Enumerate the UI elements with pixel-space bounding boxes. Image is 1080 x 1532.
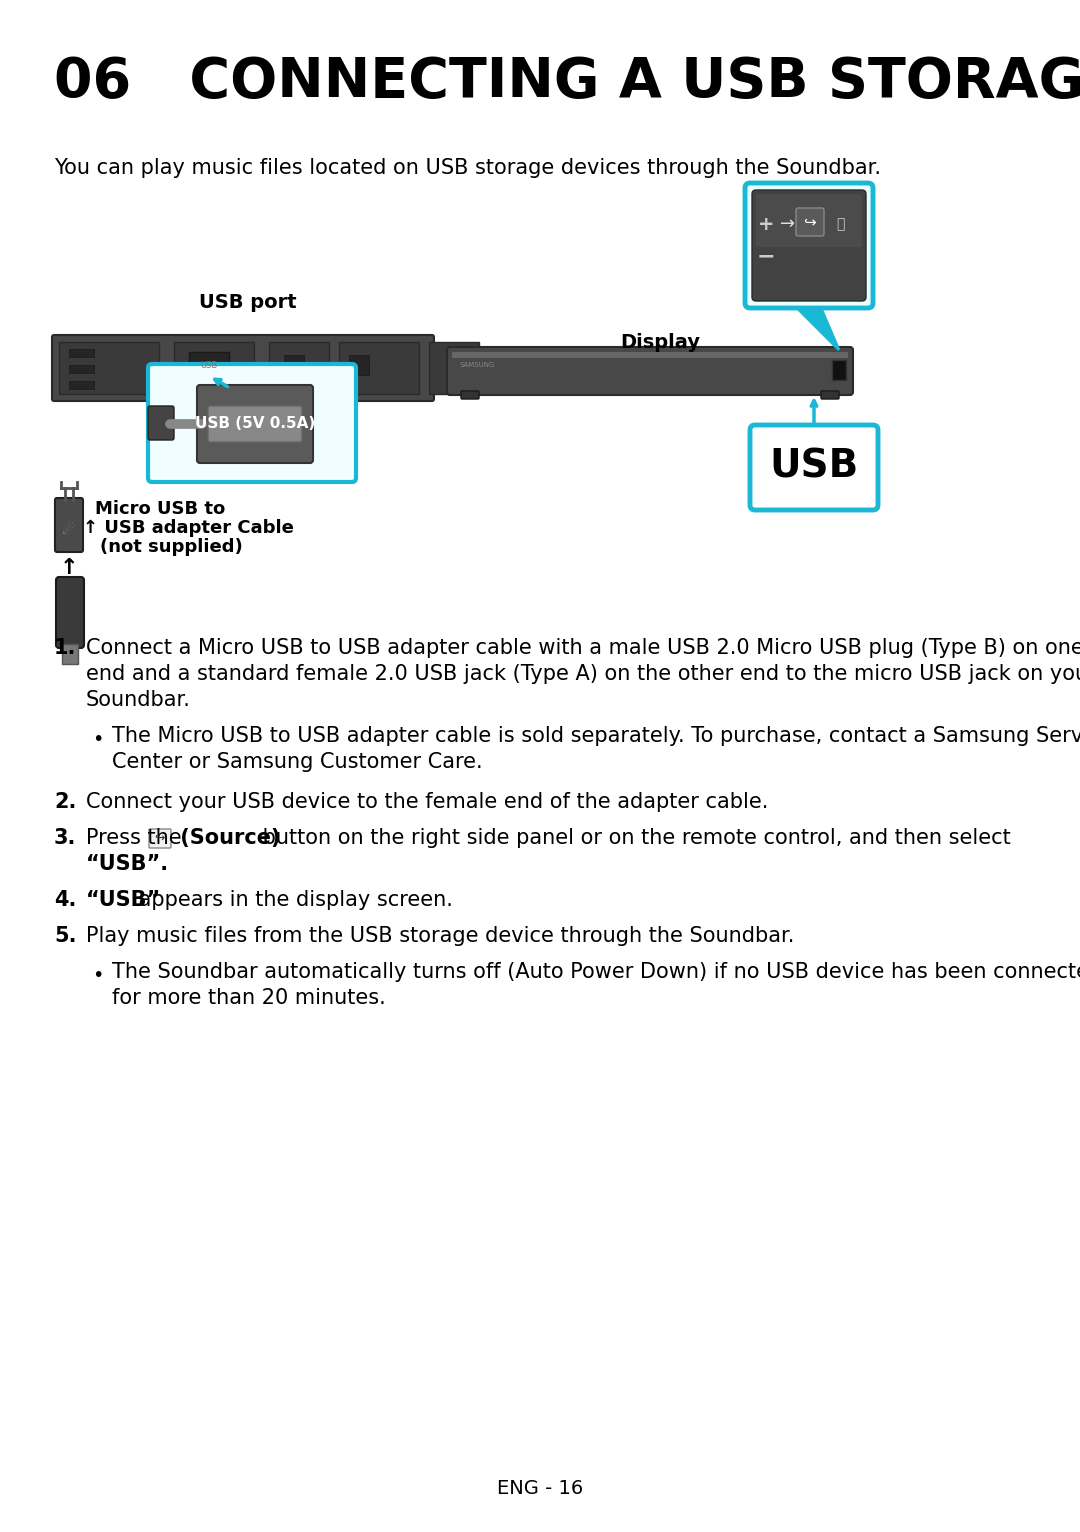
FancyBboxPatch shape (69, 381, 94, 389)
FancyBboxPatch shape (55, 498, 83, 552)
Text: USB (5V 0.5A): USB (5V 0.5A) (194, 417, 315, 432)
FancyBboxPatch shape (189, 352, 229, 378)
FancyBboxPatch shape (756, 195, 862, 247)
Text: 4.: 4. (54, 890, 77, 910)
FancyBboxPatch shape (269, 342, 329, 394)
Text: Play music files from the USB storage device through the Soundbar.: Play music files from the USB storage de… (86, 925, 795, 945)
Text: 06   CONNECTING A USB STORAGE DEVICE: 06 CONNECTING A USB STORAGE DEVICE (54, 55, 1080, 109)
FancyBboxPatch shape (461, 391, 480, 398)
Text: (not supplied): (not supplied) (100, 538, 243, 556)
Text: USB: USB (201, 360, 218, 369)
FancyBboxPatch shape (821, 391, 839, 398)
Text: ↑ USB adapter Cable: ↑ USB adapter Cable (83, 519, 294, 538)
Text: Connect your USB device to the female end of the adapter cable.: Connect your USB device to the female en… (86, 792, 768, 812)
FancyBboxPatch shape (56, 578, 84, 648)
FancyBboxPatch shape (59, 342, 159, 394)
Text: •: • (92, 731, 104, 749)
FancyBboxPatch shape (148, 406, 174, 440)
Text: 1.: 1. (54, 637, 77, 659)
FancyBboxPatch shape (752, 190, 866, 300)
FancyBboxPatch shape (832, 360, 846, 380)
FancyBboxPatch shape (174, 342, 254, 394)
FancyBboxPatch shape (52, 336, 434, 401)
Text: USB port: USB port (199, 293, 297, 313)
Text: ↪: ↪ (804, 214, 816, 230)
Text: Center or Samsung Customer Care.: Center or Samsung Customer Care. (112, 752, 483, 772)
Text: •: • (92, 967, 104, 985)
Text: Display: Display (620, 332, 700, 352)
Text: The Micro USB to USB adapter cable is sold separately. To purchase, contact a Sa: The Micro USB to USB adapter cable is so… (112, 726, 1080, 746)
FancyBboxPatch shape (284, 355, 303, 375)
FancyBboxPatch shape (339, 342, 419, 394)
FancyBboxPatch shape (62, 643, 78, 663)
Text: 5.: 5. (54, 925, 77, 945)
FancyBboxPatch shape (429, 342, 480, 394)
Text: end and a standard female 2.0 USB jack (Type A) on the other end to the micro US: end and a standard female 2.0 USB jack (… (86, 663, 1080, 683)
Text: ↪: ↪ (154, 832, 165, 844)
Text: ↑: ↑ (59, 558, 79, 578)
Text: The Soundbar automatically turns off (Auto Power Down) if no USB device has been: The Soundbar automatically turns off (Au… (112, 962, 1080, 982)
FancyBboxPatch shape (197, 385, 313, 463)
Polygon shape (797, 308, 839, 349)
Text: SAMSUNG: SAMSUNG (460, 362, 496, 368)
Text: 2.: 2. (54, 792, 77, 812)
Text: →: → (781, 214, 796, 233)
Text: You can play music files located on USB storage devices through the Soundbar.: You can play music files located on USB … (54, 158, 881, 178)
FancyBboxPatch shape (447, 348, 853, 395)
Text: “USB”: “USB” (86, 890, 161, 910)
FancyBboxPatch shape (349, 355, 369, 375)
Text: (Source): (Source) (173, 827, 281, 849)
Text: for more than 20 minutes.: for more than 20 minutes. (112, 988, 386, 1008)
FancyBboxPatch shape (69, 349, 94, 357)
Text: Micro USB to: Micro USB to (95, 499, 226, 518)
FancyBboxPatch shape (796, 208, 824, 236)
Text: ENG - 16: ENG - 16 (497, 1478, 583, 1498)
Text: Soundbar.: Soundbar. (86, 689, 191, 709)
Text: Press the: Press the (86, 827, 188, 849)
Text: ⏻: ⏻ (836, 218, 845, 231)
Text: Connect a Micro USB to USB adapter cable with a male USB 2.0 Micro USB plug (Typ: Connect a Micro USB to USB adapter cable… (86, 637, 1080, 659)
FancyBboxPatch shape (69, 365, 94, 372)
Text: +: + (758, 214, 774, 233)
Text: USB: USB (769, 447, 859, 486)
FancyBboxPatch shape (149, 829, 171, 849)
Text: button on the right side panel or on the remote control, and then select: button on the right side panel or on the… (256, 827, 1011, 849)
FancyBboxPatch shape (208, 406, 302, 443)
Text: 3.: 3. (54, 827, 77, 849)
FancyBboxPatch shape (453, 352, 848, 358)
FancyBboxPatch shape (745, 182, 873, 308)
Text: appears in the display screen.: appears in the display screen. (132, 890, 453, 910)
FancyBboxPatch shape (148, 365, 356, 483)
FancyBboxPatch shape (750, 424, 878, 510)
Text: ☄: ☄ (63, 522, 76, 538)
Text: −: − (757, 247, 775, 267)
Text: “USB”.: “USB”. (86, 853, 170, 873)
